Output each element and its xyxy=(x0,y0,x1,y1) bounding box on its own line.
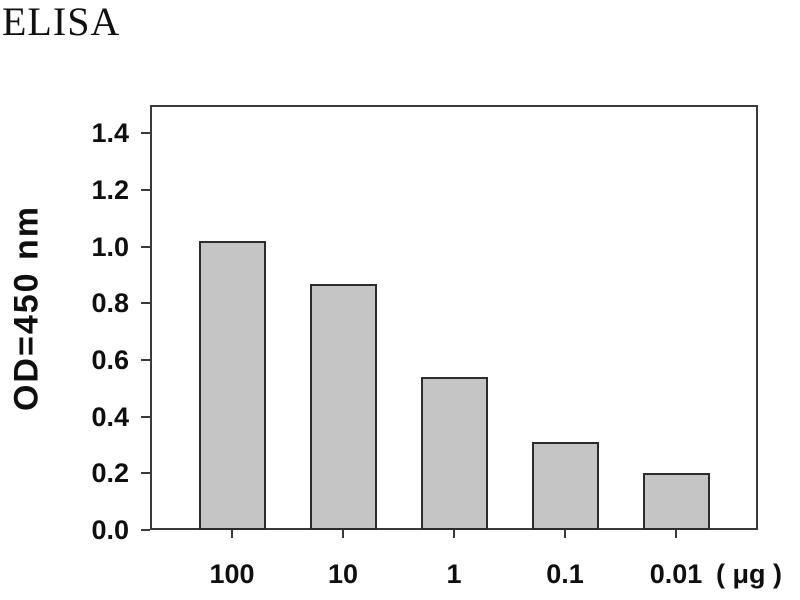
bar-1 xyxy=(420,377,488,530)
x-tick-label: 0.1 xyxy=(546,559,584,589)
y-axis-label: OD=450 nm xyxy=(7,204,46,412)
bar-0.1 xyxy=(531,442,599,530)
x-tick-label: 1 xyxy=(446,559,462,589)
x-tick-mark xyxy=(231,530,233,538)
y-tick-label: 1.4 xyxy=(91,118,129,149)
x-tick-mark xyxy=(675,530,677,538)
x-tick-label: 100 xyxy=(209,559,255,589)
bar-10 xyxy=(309,283,377,530)
y-tick-label: 1.0 xyxy=(91,231,129,262)
y-tick-label: 0.0 xyxy=(91,515,129,545)
y-tick-mark xyxy=(141,189,150,191)
y-tick-label: 0.4 xyxy=(91,401,129,432)
y-tick-mark xyxy=(141,472,150,475)
chart-title: ELISA xyxy=(2,0,121,44)
x-tick-mark xyxy=(342,530,344,538)
y-tick-mark xyxy=(141,415,150,418)
x-tick-mark xyxy=(453,530,455,538)
y-tick-mark xyxy=(141,132,150,135)
bar-100 xyxy=(198,241,266,530)
x-tick-label: 0.01 xyxy=(649,559,703,589)
y-tick-label: 0.2 xyxy=(91,458,129,489)
y-tick-mark xyxy=(141,245,150,248)
x-axis-unit-label: ( μg ) xyxy=(716,559,782,589)
y-tick-label: 0.6 xyxy=(91,345,129,375)
x-tick-mark xyxy=(564,530,566,538)
y-tick-label: 1.2 xyxy=(91,175,129,205)
y-tick-label: 0.8 xyxy=(91,288,129,319)
x-tick-label: 10 xyxy=(327,559,359,589)
y-tick-mark xyxy=(141,529,150,531)
y-tick-mark xyxy=(141,359,150,361)
bar-0.01 xyxy=(642,473,710,530)
y-tick-mark xyxy=(141,302,150,305)
